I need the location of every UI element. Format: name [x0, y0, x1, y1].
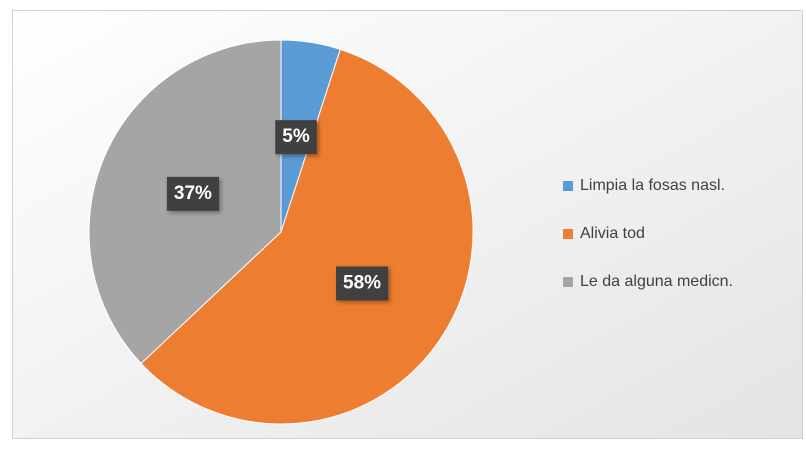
data-label-text: 58%: [343, 272, 381, 293]
legend-swatch: [563, 277, 573, 287]
data-label-box: [336, 266, 389, 301]
legend-label: Alivia tod: [580, 225, 645, 242]
data-label-box: [166, 176, 220, 211]
legend-swatch: [563, 229, 573, 239]
data-label: 37%: [166, 176, 220, 211]
pie: [88, 39, 474, 425]
data-label: 58%: [336, 266, 389, 301]
legend-label: Limpia la fosas nasl.: [580, 177, 725, 194]
data-labels: 5% 58% 37%: [166, 120, 389, 301]
data-label: 5%: [275, 120, 317, 155]
legend-swatch: [563, 181, 573, 191]
data-label-text: 37%: [174, 183, 212, 204]
legend: Limpia la fosas nasl. Alivia tod Le da alg…: [563, 177, 733, 290]
pie-slice: [140, 48, 474, 425]
legend-label: Le da alguna medicn.: [580, 273, 733, 290]
data-label-text: 5%: [282, 126, 310, 147]
data-label-box: [275, 120, 317, 155]
